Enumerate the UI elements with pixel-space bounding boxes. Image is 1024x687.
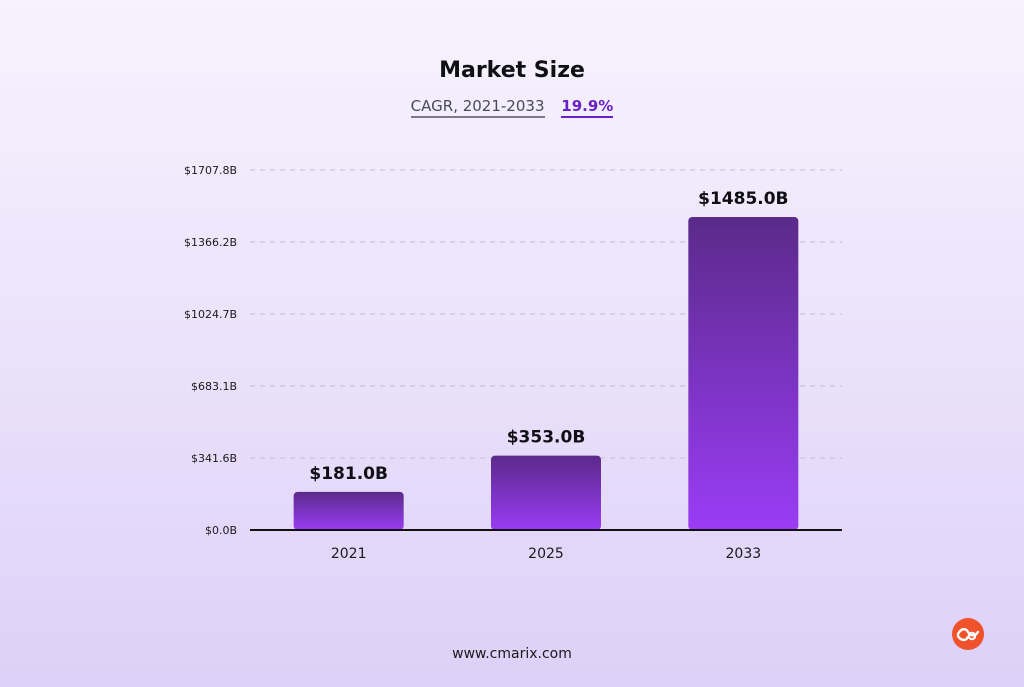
y-tick-label: $0.0B [205, 524, 237, 537]
chart-title: Market Size [439, 58, 585, 83]
y-tick-label: $1024.7B [184, 308, 237, 321]
data-label-2025: $353.0B [507, 428, 586, 448]
bars [293, 216, 799, 530]
cagr-label: CAGR, 2021-2033 [410, 97, 545, 118]
data-labels: $181.0B $353.0B $1485.0B [309, 189, 788, 484]
x-tick-label: 2025 [528, 546, 564, 562]
y-tick-label: $341.6B [191, 452, 237, 465]
footer-website: www.cmarix.com [452, 646, 572, 662]
cagr-row: CAGR, 2021-2033 19.9% [0, 97, 1024, 118]
data-label-2033: $1485.0B [698, 189, 788, 209]
bar-2033 [688, 216, 799, 530]
bar-2021 [293, 491, 404, 530]
y-tick-label: $683.1B [191, 380, 237, 393]
y-axis-ticks: $0.0B $341.6B $683.1B $1024.7B $1366.2B $1707… [184, 164, 237, 537]
cmarix-logo-icon [952, 618, 984, 650]
bar-2025 [491, 455, 601, 530]
data-label-2021: $181.0B [309, 464, 388, 484]
y-tick-label: $1707.8B [184, 164, 237, 177]
x-tick-label: 2033 [726, 546, 762, 562]
y-tick-label: $1366.2B [184, 236, 237, 249]
x-axis-ticks: 2021 2025 2033 [331, 546, 761, 562]
x-tick-label: 2021 [331, 546, 367, 562]
cagr-value: 19.9% [561, 97, 614, 118]
